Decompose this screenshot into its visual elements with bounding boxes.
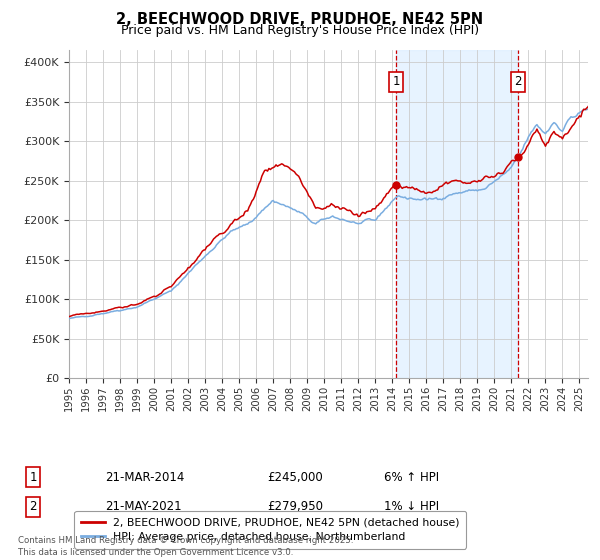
- Text: Contains HM Land Registry data © Crown copyright and database right 2025.
This d: Contains HM Land Registry data © Crown c…: [18, 536, 353, 557]
- Legend: 2, BEECHWOOD DRIVE, PRUDHOE, NE42 5PN (detached house), HPI: Average price, deta: 2, BEECHWOOD DRIVE, PRUDHOE, NE42 5PN (d…: [74, 511, 466, 548]
- Text: 1: 1: [29, 470, 37, 484]
- Text: 1: 1: [392, 76, 400, 88]
- Text: 21-MAY-2021: 21-MAY-2021: [105, 500, 182, 514]
- Text: 2: 2: [514, 76, 522, 88]
- Text: Price paid vs. HM Land Registry's House Price Index (HPI): Price paid vs. HM Land Registry's House …: [121, 24, 479, 36]
- Bar: [396, 50, 518, 378]
- Text: £245,000: £245,000: [267, 470, 323, 484]
- Text: £279,950: £279,950: [267, 500, 323, 514]
- Text: 2, BEECHWOOD DRIVE, PRUDHOE, NE42 5PN: 2, BEECHWOOD DRIVE, PRUDHOE, NE42 5PN: [116, 12, 484, 27]
- Text: 21-MAR-2014: 21-MAR-2014: [105, 470, 184, 484]
- Text: 1% ↓ HPI: 1% ↓ HPI: [384, 500, 439, 514]
- Text: 2: 2: [29, 500, 37, 514]
- Text: 6% ↑ HPI: 6% ↑ HPI: [384, 470, 439, 484]
